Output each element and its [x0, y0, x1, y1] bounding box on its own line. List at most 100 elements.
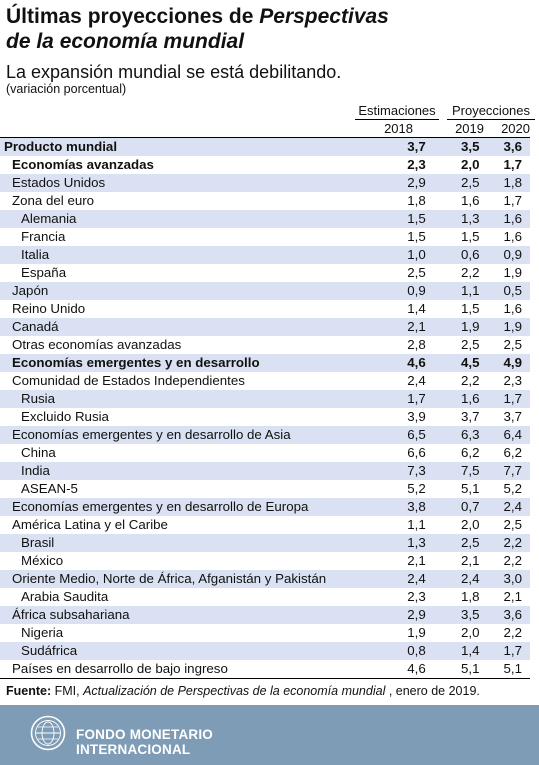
value-2019: 6,2 — [461, 445, 480, 460]
value-2020: 2,2 — [479, 534, 530, 552]
table-row: Excluido Rusia 3,9 3,7 3,7 — [0, 408, 530, 426]
row-label: Canadá — [0, 318, 372, 336]
value-2018: 6,5 — [371, 426, 426, 444]
table-row: Francia 1,5 1,5 1,6 — [0, 228, 530, 246]
unit-note: (variación porcentual) — [6, 82, 127, 96]
table-row: Rusia 1,7 1,6 1,7 — [0, 390, 530, 408]
footer-banner: FONDO MONETARIO INTERNACIONAL — [0, 705, 539, 765]
value-2018: 3,7 — [371, 137, 426, 156]
row-label: Nigeria — [21, 625, 64, 640]
title-line2-italic: de la economía mundial — [6, 30, 245, 53]
table-row: China 6,6 6,2 6,2 — [0, 444, 530, 462]
page-title: Últimas proyecciones de Perspectivas de … — [6, 4, 536, 54]
header-divider-proyecciones — [447, 119, 535, 120]
row-label: Alemania — [0, 210, 372, 228]
row-label: América Latina y el Caribe — [12, 517, 168, 532]
table-row: India 7,3 7,5 7,7 — [0, 462, 530, 480]
value-2018: 2,1 — [371, 318, 426, 336]
row-label: España — [21, 265, 67, 280]
value-2019: 1,1 — [425, 282, 480, 300]
value-2020: 1,6 — [503, 301, 523, 316]
row-label: Italia — [0, 246, 372, 264]
value-2018: 3,8 — [371, 498, 426, 516]
value-2019: 1,5 — [461, 229, 480, 244]
value-2020: 1,6 — [503, 229, 523, 244]
brand-line2: INTERNACIONAL — [76, 742, 191, 757]
value-2020: 1,7 — [503, 157, 523, 172]
value-2020: 3,0 — [479, 570, 530, 588]
title-line1: Últimas proyecciones de — [6, 5, 260, 28]
table-row: África subsahariana 2,9 3,5 3,6 — [0, 606, 530, 624]
value-2020: 7,7 — [479, 462, 530, 480]
value-2019: 6,3 — [425, 426, 480, 444]
value-2018: 2,9 — [371, 606, 426, 624]
header-proyecciones: Proyecciones — [451, 103, 531, 118]
title-line1-italic: Perspectivas — [259, 5, 389, 28]
value-2020: 1,6 — [479, 210, 530, 228]
table-row: Estados Unidos 2,9 2,5 1,8 — [0, 174, 530, 192]
value-2020: 5,1 — [503, 661, 523, 676]
value-2018: 1,9 — [407, 625, 426, 640]
value-2018: 1,5 — [407, 229, 426, 244]
table-row: Zona del euro 1,8 1,6 1,7 — [0, 192, 530, 210]
row-label: Japón — [0, 282, 372, 300]
value-2020: 1,7 — [503, 193, 523, 208]
header-estimaciones: Estimaciones — [358, 103, 436, 118]
value-2018: 1,3 — [371, 534, 426, 552]
row-label: Producto mundial — [0, 137, 372, 156]
value-2019: 1,6 — [461, 193, 480, 208]
value-2018: 2,4 — [371, 570, 426, 588]
value-2019: 2,2 — [461, 373, 480, 388]
value-2020: 2,5 — [503, 337, 523, 352]
value-2020: 2,2 — [503, 625, 523, 640]
value-2019: 1,6 — [425, 390, 480, 408]
table-row: Producto mundial 3,7 3,5 3,6 — [0, 137, 530, 156]
value-2019: 1,5 — [461, 301, 480, 316]
value-2020: 3,6 — [479, 137, 530, 156]
value-2020: 3,7 — [503, 409, 523, 424]
row-label: Economías avanzadas — [12, 157, 154, 172]
subtitle: La expansión mundial se está debilitando… — [6, 62, 342, 82]
row-label: Rusia — [0, 390, 372, 408]
value-2018: 2,4 — [407, 373, 426, 388]
row-label: Zona del euro — [12, 193, 95, 208]
row-label: México — [21, 553, 64, 568]
value-2019: 0,7 — [425, 498, 480, 516]
table-row: Otras economías avanzadas 2,8 2,5 2,5 — [0, 336, 530, 354]
value-2020: 2,4 — [479, 498, 530, 516]
value-2020: 2,2 — [503, 553, 523, 568]
source-publication: Actualización de Perspectivas de la econ… — [83, 684, 386, 698]
row-label: Economías emergentes y en desarrollo de … — [0, 426, 372, 444]
row-label: Sudáfrica — [0, 642, 372, 660]
table-row: Alemania 1,5 1,3 1,6 — [0, 210, 530, 228]
row-label: Brasil — [0, 534, 372, 552]
value-2018: 1,1 — [407, 517, 426, 532]
value-2019: 4,5 — [425, 354, 480, 372]
table-row: Nigeria 1,9 2,0 2,2 — [0, 624, 530, 642]
value-2019: 2,1 — [461, 553, 480, 568]
table-row: Países en desarrollo de bajo ingreso 4,6 5… — [0, 660, 530, 679]
table-row: México 2,1 2,1 2,2 — [0, 552, 530, 570]
header-2020: 2020 — [501, 121, 530, 136]
value-2018: 0,9 — [371, 282, 426, 300]
table-row: América Latina y el Caribe 1,1 2,0 2,5 — [0, 516, 530, 534]
value-2019: 3,5 — [425, 606, 480, 624]
table-row: Brasil 1,3 2,5 2,2 — [0, 534, 530, 552]
value-2018: 2,5 — [407, 265, 426, 280]
value-2020: 0,9 — [479, 246, 530, 264]
imf-seal-icon — [30, 715, 66, 751]
value-2020: 1,7 — [479, 642, 530, 660]
value-2019: 0,6 — [425, 246, 480, 264]
value-2020: 1,9 — [479, 318, 530, 336]
table-row: Arabia Saudita 2,3 1,8 2,1 — [0, 588, 530, 606]
value-2018: 4,6 — [407, 661, 426, 676]
value-2018: 2,3 — [407, 157, 426, 172]
table-row: Economías emergentes y en desarrollo de … — [0, 426, 530, 444]
value-2018: 0,8 — [371, 642, 426, 660]
value-2019: 2,4 — [425, 570, 480, 588]
projections-table: Producto mundial 3,7 3,5 3,6 Economías avanz… — [0, 137, 530, 679]
value-2020: 1,7 — [479, 390, 530, 408]
row-label: China — [21, 445, 56, 460]
table-row: ASEAN-5 5,2 5,1 5,2 — [0, 480, 530, 498]
value-2020: 4,9 — [479, 354, 530, 372]
